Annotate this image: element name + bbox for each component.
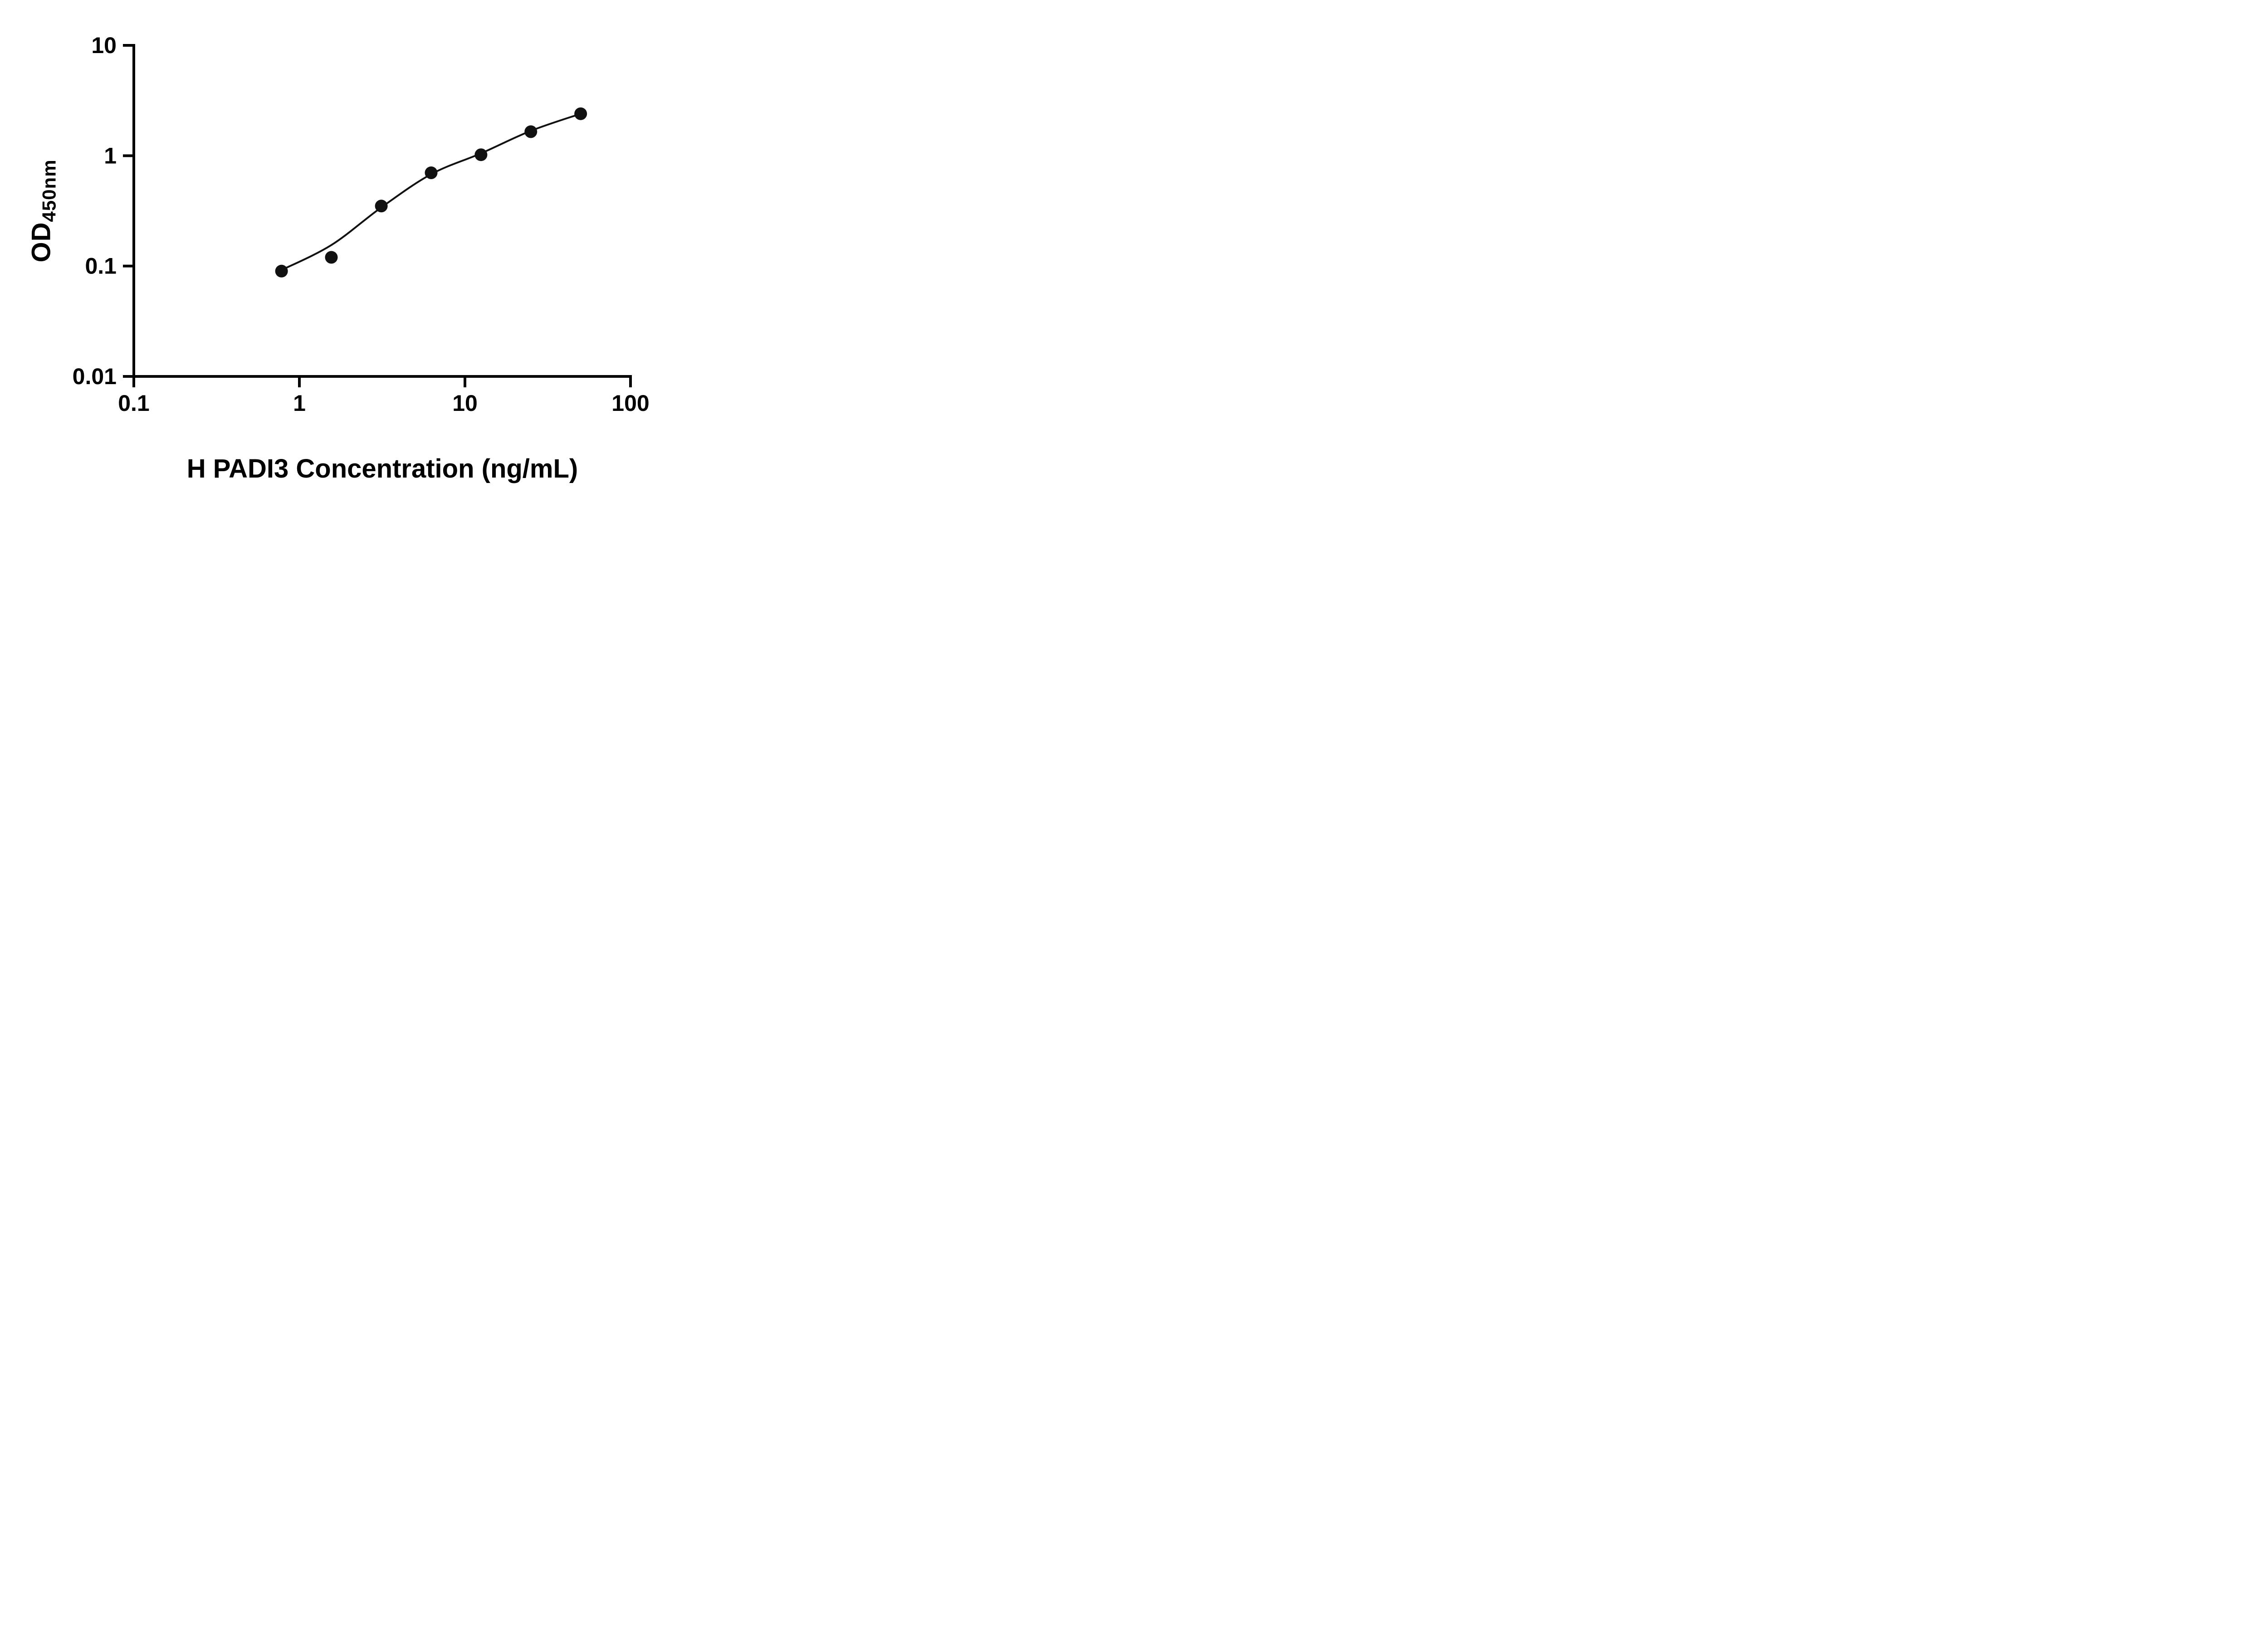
data-point — [474, 148, 488, 161]
y-tick-label: 10 — [91, 33, 117, 58]
x-tick-label: 0.1 — [118, 390, 150, 416]
data-point — [425, 166, 438, 180]
y-axis-title: OD450nm — [26, 159, 60, 262]
y-tick-label: 0.01 — [73, 364, 117, 389]
x-tick-label: 100 — [611, 390, 649, 416]
y-axis-title-subscript: 450nm — [38, 159, 60, 222]
x-tick-label: 1 — [293, 390, 306, 416]
x-axis-title: H PADI3 Concentration (ng/mL) — [186, 454, 578, 483]
data-point — [524, 125, 538, 138]
y-tick-label: 0.1 — [85, 254, 117, 279]
data-point — [574, 107, 587, 120]
data-point — [375, 200, 388, 213]
data-point — [275, 264, 288, 278]
elisa-standard-curve-figure: 0.1 1 10 100 0.01 0.1 1 10 OD450nm H PADI3 Conc… — [0, 0, 703, 494]
x-tick-label: 10 — [452, 390, 478, 416]
data-point — [325, 251, 338, 264]
y-tick-label: 1 — [104, 143, 117, 168]
fit-curve — [280, 112, 582, 271]
y-axis-title-main: OD — [26, 222, 56, 263]
